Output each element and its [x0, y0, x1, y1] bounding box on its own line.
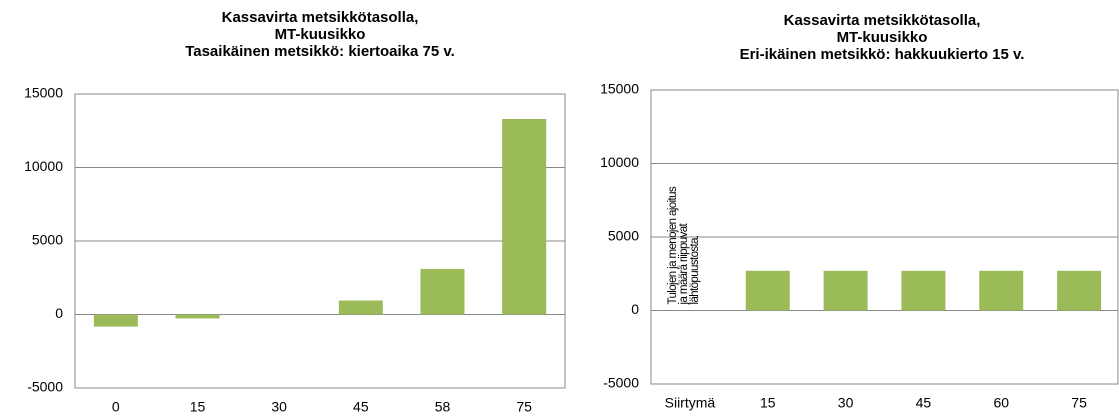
- x-tick-label: 30: [271, 399, 287, 415]
- plot-frame: [74, 93, 566, 389]
- x-tick-label: Siirtymä: [665, 395, 716, 411]
- bar: [901, 270, 946, 311]
- y-tick-label: 15000: [24, 85, 63, 101]
- bar: [338, 300, 383, 315]
- bar: [823, 270, 868, 311]
- x-tick-label: 75: [516, 399, 532, 415]
- chart-title: Kassavirta metsikkötasolla,: [784, 12, 981, 29]
- x-tick-label: 0: [112, 399, 120, 415]
- x-tick-label: 15: [760, 395, 776, 411]
- y-tick-label: 0: [55, 305, 63, 321]
- y-tick-label: 0: [631, 301, 639, 317]
- bar: [420, 268, 465, 315]
- chart-title: MT-kuusikko: [837, 29, 928, 46]
- y-tick-label: 5000: [608, 228, 639, 244]
- y-tick-label: -5000: [27, 379, 63, 395]
- bar: [93, 314, 138, 327]
- y-tick-label: 15000: [600, 81, 639, 97]
- chart-title: Eri-ikäinen metsikkö: hakkuukierto 15 v.: [740, 46, 1025, 63]
- bar: [979, 270, 1024, 311]
- y-tick-label: 10000: [600, 154, 639, 170]
- y-tick-label: 10000: [24, 158, 63, 174]
- y-tick-label: 5000: [32, 232, 63, 248]
- plot-frame: [650, 89, 1119, 385]
- bar: [745, 270, 790, 311]
- chart-title: MT-kuusikko: [275, 26, 366, 43]
- x-tick-label: 75: [1071, 395, 1087, 411]
- bar: [502, 118, 547, 315]
- x-tick-label: 60: [993, 395, 1009, 411]
- x-tick-label: 45: [916, 395, 932, 411]
- x-tick-label: 45: [353, 399, 369, 415]
- annotation: Tulojen ja menojen ajoitus ja määrä riipp…: [667, 186, 701, 305]
- chart-title: Tasaikäinen metsikkö: kiertoaika 75 v.: [185, 43, 455, 60]
- y-tick-label: -5000: [603, 375, 639, 391]
- x-tick-label: 15: [190, 399, 206, 415]
- chart-title: Kassavirta metsikkötasolla,: [222, 9, 419, 26]
- annotation-line: lähtöpuustosta.: [689, 235, 701, 304]
- x-tick-label: 58: [435, 399, 451, 415]
- x-tick-label: 30: [838, 395, 854, 411]
- annotation-line: ja määrä riippuvat: [678, 222, 690, 305]
- bar: [1057, 270, 1102, 311]
- annotation-line: Tulojen ja menojen ajoitus: [667, 186, 679, 304]
- bar: [175, 314, 220, 319]
